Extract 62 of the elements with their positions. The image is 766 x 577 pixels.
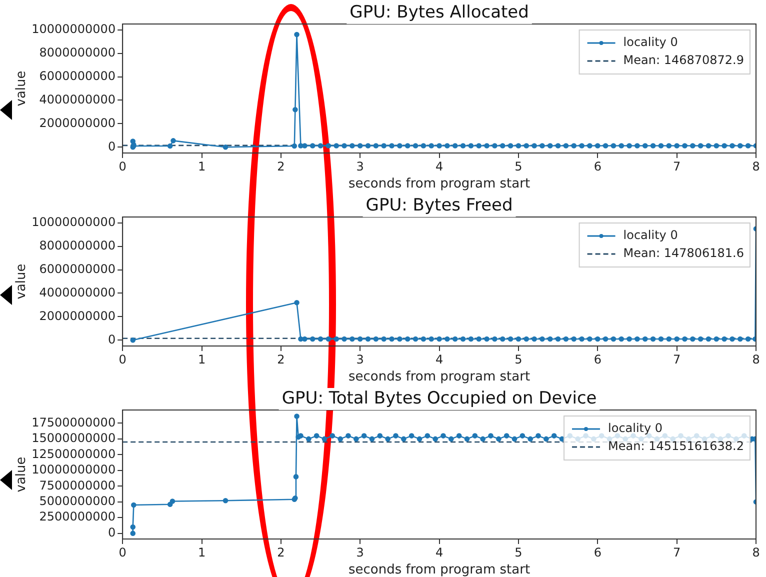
x-tick-label: 5	[514, 545, 522, 560]
x-tick-label: 4	[435, 352, 444, 366]
x-tick-label: 6	[594, 159, 602, 174]
x-tick-label: 3	[356, 159, 364, 174]
x-tick-label: 8	[752, 159, 760, 174]
y-tick-label: 2500000000	[39, 510, 116, 524]
y-tick-label: 7500000000	[39, 478, 116, 492]
x-tick-label: 7	[673, 159, 681, 174]
x-axis-title: seconds from program start	[348, 370, 530, 385]
x-tick-label: 0	[118, 352, 126, 366]
legend-label: Mean: 147806181.6	[623, 246, 744, 260]
y-axis-title: value	[14, 70, 30, 106]
y-tick-label: 8000000000	[39, 238, 116, 252]
x-tick-label: 2	[277, 545, 285, 560]
x-tick-label: 1	[198, 159, 206, 174]
y-tick-label: 4000000000	[39, 285, 116, 300]
y-tick-label: 10000000000	[32, 214, 116, 229]
x-axis-title: seconds from program start	[348, 176, 530, 192]
x-tick-label: 1	[198, 545, 206, 560]
x-tick-label: 4	[435, 159, 444, 174]
y-tick-label: 17500000000	[32, 415, 116, 430]
legend-label: locality 0	[623, 228, 678, 242]
y-tick-label: 8000000000	[39, 45, 116, 60]
x-tick-label: 4	[435, 545, 444, 560]
x-tick-label: 1	[198, 352, 206, 366]
y-tick-label: 5000000000	[39, 494, 116, 508]
x-tick-label: 6	[594, 352, 602, 366]
x-tick-label: 0	[118, 545, 126, 560]
y-tick-label: 4000000000	[39, 92, 116, 106]
y-tick-label: 6000000000	[39, 262, 116, 276]
legend-label: Mean: 14515161638.2	[608, 439, 744, 454]
x-tick-label: 0	[118, 159, 126, 174]
chart-title: GPU: Bytes Freed	[366, 195, 513, 216]
y-tick-label: 10000000000	[32, 462, 116, 477]
y-tick-label: 0	[108, 525, 116, 540]
x-tick-label: 8	[752, 545, 760, 560]
x-tick-label: 2	[277, 352, 285, 366]
y-tick-label: 12500000000	[32, 446, 116, 461]
y-axis-title: value	[14, 456, 30, 492]
y-tick-label: 15000000000	[32, 431, 116, 446]
x-tick-label: 6	[594, 545, 602, 560]
x-tick-label: 3	[356, 352, 364, 366]
y-tick-label: 10000000000	[32, 22, 116, 36]
x-tick-label: 3	[356, 545, 364, 560]
y-tick-label: 0	[108, 332, 116, 346]
y-tick-label: 2000000000	[39, 116, 116, 130]
y-tick-label: 0	[108, 139, 116, 154]
x-tick-label: 7	[673, 545, 681, 560]
x-tick-label: 8	[752, 352, 760, 366]
x-tick-label: 2	[277, 159, 285, 174]
x-tick-label: 5	[514, 352, 522, 366]
y-tick-label: 6000000000	[39, 68, 116, 83]
legend-label: locality 0	[608, 421, 663, 436]
legend-label: locality 0	[623, 35, 678, 50]
x-tick-label: 7	[673, 352, 681, 366]
y-axis-title: value	[14, 264, 30, 300]
legend-label: Mean: 146870872.9	[623, 53, 744, 68]
x-axis-title: seconds from program start	[348, 562, 530, 577]
chart-title: GPU: Bytes Allocated	[350, 2, 529, 22]
x-tick-label: 5	[514, 159, 522, 174]
y-tick-label: 2000000000	[39, 308, 116, 323]
chart-title: GPU: Total Bytes Occupied on Device	[282, 388, 597, 408]
